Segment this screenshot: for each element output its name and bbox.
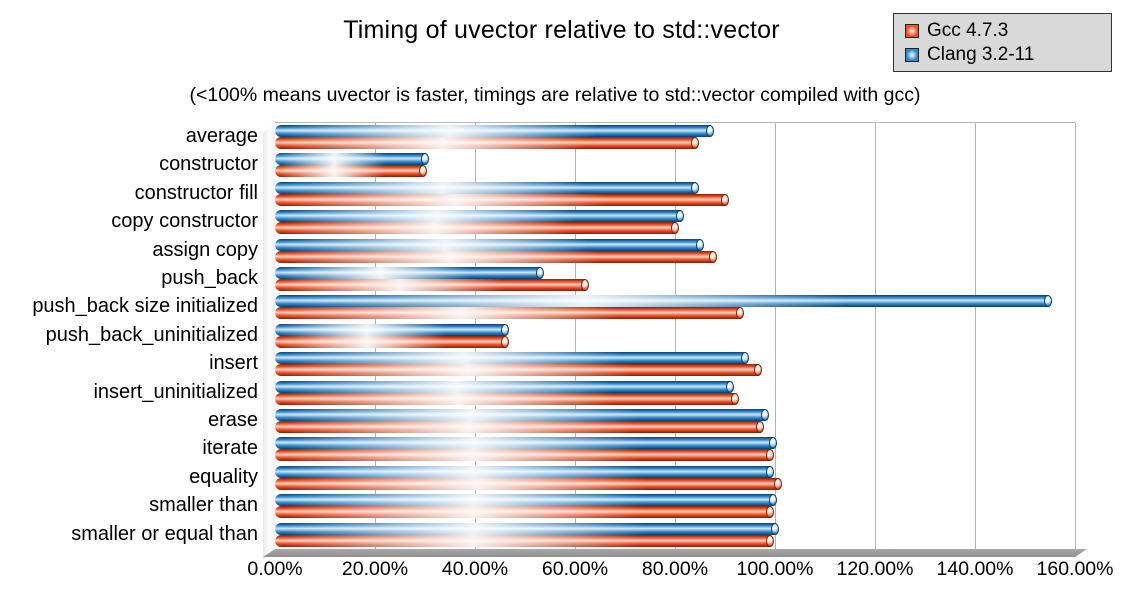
legend-item-0: Gcc 4.7.3 — [905, 19, 1111, 43]
bar-clang-3-2-11-constructor — [275, 153, 429, 166]
y-tick-label: push_back_uninitialized — [45, 323, 258, 346]
y-tick-label: erase — [207, 409, 258, 431]
y-tick-label: insert_uninitialized — [93, 380, 258, 403]
y-tick-label: assign copy — [152, 238, 258, 261]
y-tick-label: average — [185, 125, 258, 147]
y-tick-label: constructor — [159, 153, 258, 176]
legend: Gcc 4.7.3 Clang 3.2-11 — [893, 13, 1112, 72]
plot-area — [263, 122, 1087, 560]
bar-clang-3-2-11-smaller-or-equal-than — [275, 522, 779, 535]
y-tick-label: push_back — [161, 267, 258, 289]
bar-gcc-4-7-3-iterate — [275, 449, 774, 462]
bar-clang-3-2-11-constructor-fill — [275, 181, 699, 194]
bar-clang-3-2-11-push-back-size-initialized — [275, 295, 1051, 308]
y-tick-label: copy constructor — [111, 210, 258, 233]
legend-item-1: Clang 3.2-11 — [905, 43, 1111, 67]
x-tick-label: 80.00% — [641, 558, 709, 580]
bar-gcc-4-7-3-assign-copy — [275, 250, 716, 263]
x-tick-label: 0.00% — [247, 558, 303, 580]
y-tick-label: insert — [209, 352, 258, 375]
bar-clang-3-2-11-equality — [275, 465, 774, 478]
gridline — [975, 123, 976, 549]
gridline — [575, 123, 576, 549]
bar-clang-3-2-11-push-back — [275, 267, 544, 279]
bar-clang-3-2-11-insert — [275, 352, 749, 365]
chart-subtitle: (<100% means uvector is faster, timings … — [189, 84, 921, 106]
gridline — [675, 123, 676, 549]
y-tick-label: smaller than — [149, 494, 258, 517]
y-tick-label: push_back size initialized — [32, 295, 258, 318]
x-tick-label: 140.00% — [936, 558, 1014, 580]
bar-gcc-4-7-3-constructor-fill — [275, 193, 729, 206]
bar-clang-3-2-11-smaller-than — [275, 494, 776, 507]
bar-gcc-4-7-3-smaller-than — [275, 506, 774, 519]
axis-3d-wall — [263, 123, 275, 560]
legend-swatch-icon — [905, 24, 919, 38]
gridline — [875, 123, 876, 549]
bar-gcc-4-7-3-erase — [275, 421, 764, 433]
bar-clang-3-2-11-iterate — [275, 437, 776, 450]
y-tick-label: equality — [189, 465, 258, 488]
axis-3d-floor — [263, 549, 1087, 557]
chart-title: Timing of uvector relative to std::vecto… — [343, 16, 780, 44]
bar-gcc-4-7-3-average — [275, 137, 699, 149]
bar-gcc-4-7-3-insert — [275, 364, 761, 377]
bar-clang-3-2-11-average — [275, 125, 714, 137]
gridline — [1075, 123, 1076, 549]
bar-gcc-4-7-3-smaller-or-equal-than — [275, 534, 774, 547]
bar-gcc-4-7-3-push-back-size-initialized — [275, 307, 744, 320]
bar-clang-3-2-11-push-back-uninitialized — [275, 323, 509, 336]
x-tick-label: 20.00% — [341, 558, 409, 580]
bar-gcc-4-7-3-push-back — [275, 279, 589, 291]
bar-clang-3-2-11-erase — [275, 409, 769, 421]
bar-gcc-4-7-3-equality — [275, 477, 781, 490]
gridline — [775, 123, 776, 549]
x-tick-label: 120.00% — [836, 558, 914, 580]
bar-clang-3-2-11-insert-uninitialized — [275, 380, 734, 393]
x-tick-label: 40.00% — [441, 558, 509, 580]
bar-gcc-4-7-3-constructor — [275, 165, 426, 178]
bar-gcc-4-7-3-push-back-uninitialized — [275, 335, 509, 348]
x-tick-label: 60.00% — [541, 558, 609, 580]
x-axis-labels: 0.00% 20.00% 40.00% 60.00% 80.00% 100.00% 120.… — [247, 558, 1113, 588]
legend-label: Gcc 4.7.3 — [927, 20, 1009, 41]
x-tick-label: 160.00% — [1036, 558, 1114, 580]
y-tick-label: iterate — [202, 437, 258, 460]
legend-label: Clang 3.2-11 — [927, 44, 1035, 65]
bar-gcc-4-7-3-insert-uninitialized — [275, 392, 739, 405]
bar-clang-3-2-11-assign-copy — [275, 238, 704, 251]
y-tick-label: smaller or equal than — [71, 522, 258, 545]
legend-swatch-icon — [905, 48, 919, 62]
bar-clang-3-2-11-copy-constructor — [275, 210, 684, 223]
y-axis-labels: average constructor constructor fill copy c… — [0, 122, 258, 548]
y-tick-label: constructor fill — [134, 181, 258, 204]
bar-gcc-4-7-3-copy-constructor — [275, 222, 679, 235]
x-tick-label: 100.00% — [736, 558, 814, 580]
